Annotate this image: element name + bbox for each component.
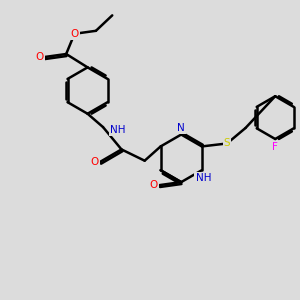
Text: F: F (272, 142, 278, 152)
Text: S: S (224, 139, 230, 148)
Text: O: O (91, 157, 99, 167)
Text: N: N (177, 123, 185, 133)
Text: NH: NH (110, 125, 126, 135)
Text: O: O (70, 29, 79, 39)
Text: O: O (150, 180, 158, 190)
Text: O: O (35, 52, 44, 62)
Text: NH: NH (196, 172, 211, 183)
